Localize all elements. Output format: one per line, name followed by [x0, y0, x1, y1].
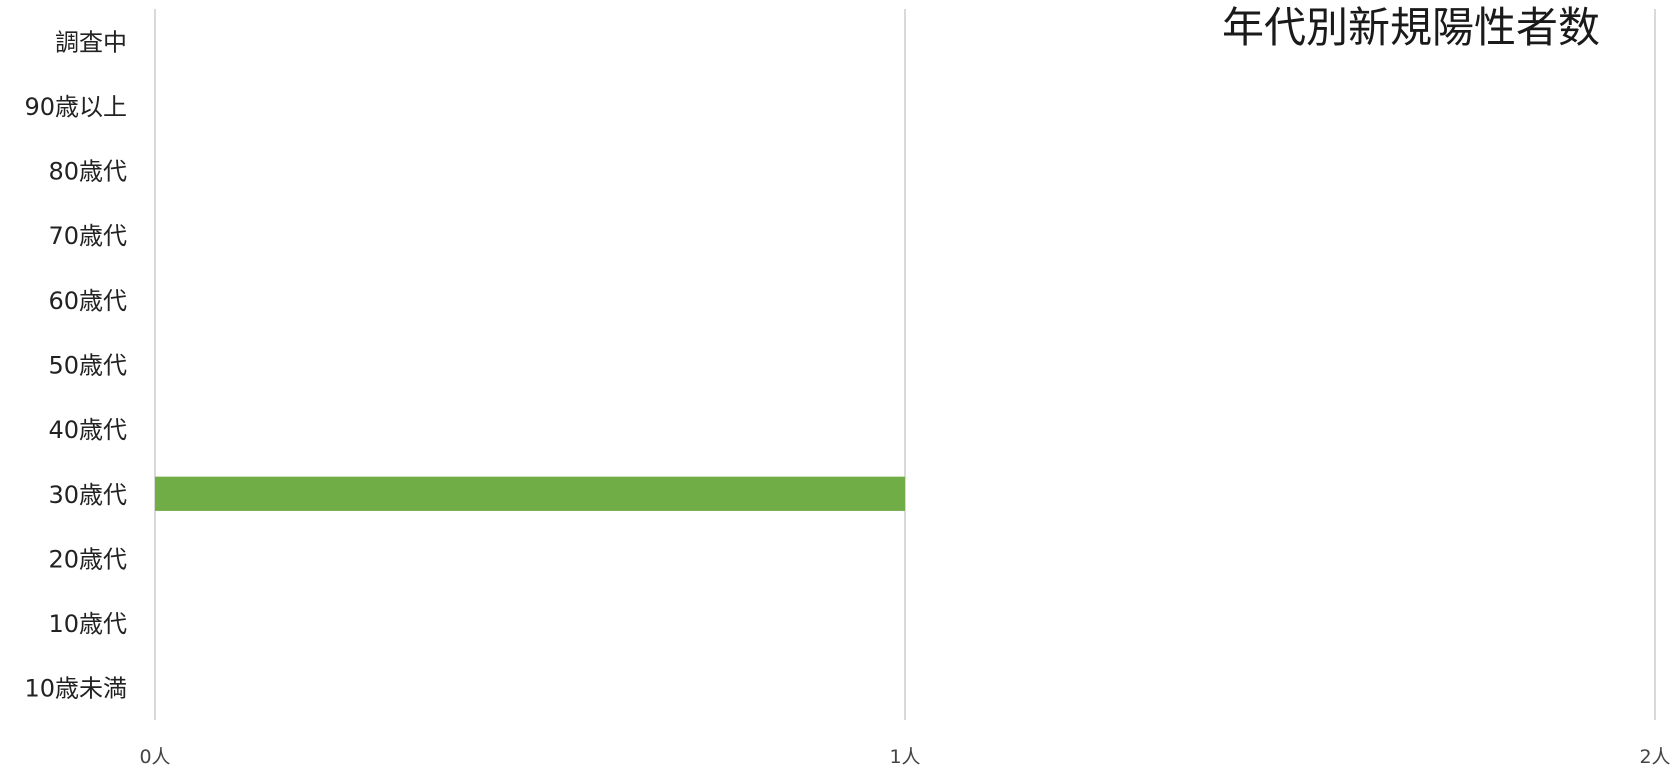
category-label-1: 90歳以上 [24, 93, 127, 121]
category-labels: 調査中 90歳以上 80歳代 70歳代 60歳代 50歳代 40歳代 30歳代 20歳代 10歳代… [24, 28, 127, 702]
category-label-3: 70歳代 [48, 222, 127, 250]
category-label-0: 調査中 [55, 28, 127, 56]
x-tick-label-2: 2人 [1639, 746, 1670, 767]
category-label-2: 80歳代 [48, 158, 127, 186]
bars [155, 476, 905, 511]
x-tick-label-1: 1人 [889, 746, 920, 767]
chart-title: 年代別新規陽性者数 [1222, 3, 1600, 52]
category-label-6: 40歳代 [48, 416, 127, 444]
category-label-7: 30歳代 [48, 481, 127, 509]
category-label-5: 50歳代 [48, 352, 127, 380]
category-label-8: 20歳代 [48, 545, 127, 573]
category-label-4: 60歳代 [48, 287, 127, 315]
category-label-10: 10歳未満 [24, 675, 127, 703]
x-tick-label-0: 0人 [139, 746, 170, 767]
bar-7 [155, 476, 905, 511]
category-label-9: 10歳代 [48, 610, 127, 638]
x-tick-labels: 0人 1人 2人 [139, 746, 1670, 767]
gridlines [154, 9, 1656, 720]
